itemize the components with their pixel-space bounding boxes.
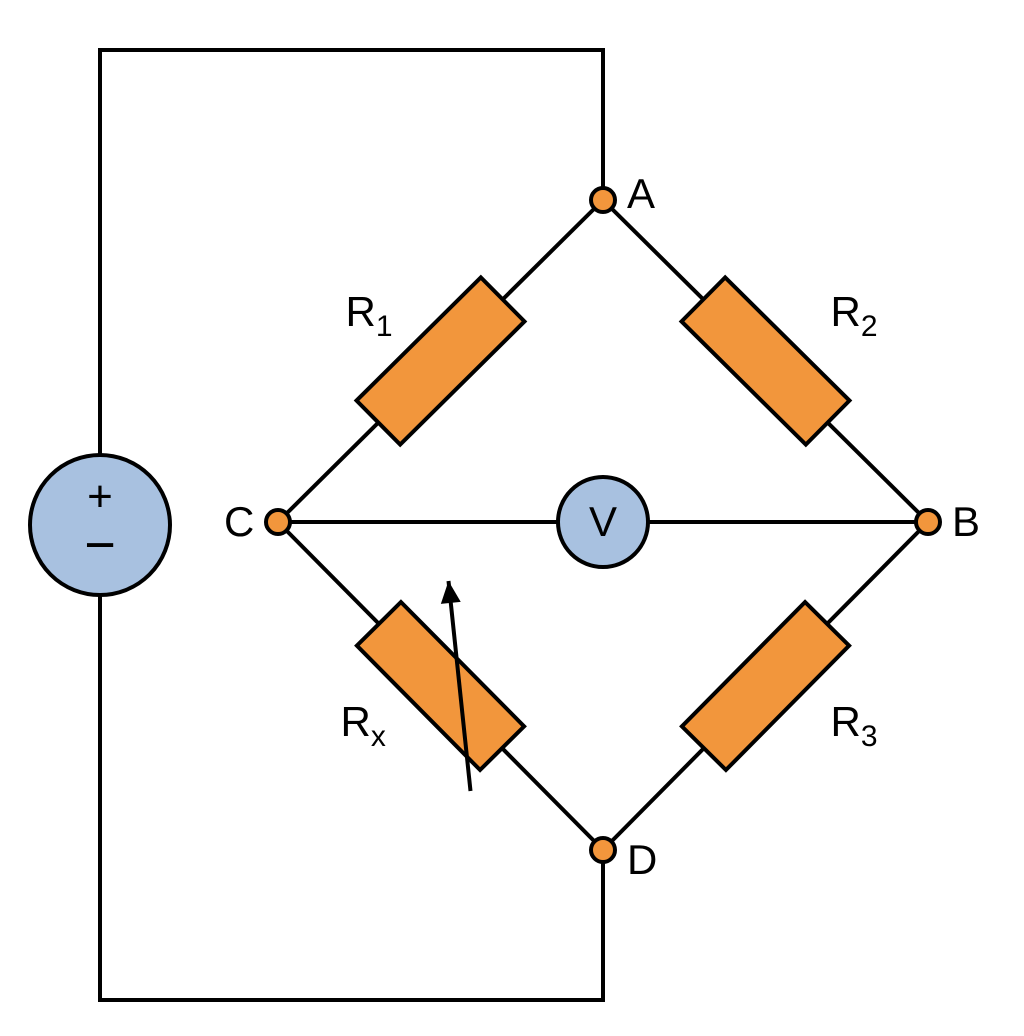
label-rx-main: R: [341, 698, 371, 745]
resistor-r1: [357, 277, 525, 444]
resistor-r3: [682, 602, 849, 770]
label-r2-main: R: [831, 288, 861, 335]
source-plus: +: [87, 472, 113, 521]
node-b: [916, 510, 940, 534]
label-r1: R1: [346, 288, 393, 343]
label-r1-sub: 1: [376, 310, 393, 343]
label-d: D: [627, 836, 657, 883]
label-r3: R3: [831, 698, 878, 753]
source-minus: −: [84, 515, 116, 575]
node-c: [266, 510, 290, 534]
wire-source-to-d: [100, 595, 603, 1000]
resistor-body-r1: [357, 277, 525, 444]
label-c: C: [224, 498, 254, 545]
label-rx-sub: x: [371, 720, 386, 753]
label-rx: Rx: [341, 698, 386, 753]
label-r2-sub: 2: [861, 310, 878, 343]
label-r3-main: R: [831, 698, 861, 745]
label-r1-main: R: [346, 288, 376, 335]
wire-source-to-a: [100, 50, 603, 455]
node-a: [591, 188, 615, 212]
label-r3-sub: 3: [861, 720, 878, 753]
label-b: B: [952, 498, 980, 545]
label-a: A: [627, 170, 655, 217]
resistor-body-r2: [682, 277, 850, 444]
node-d: [591, 838, 615, 862]
resistor-body-r3: [682, 602, 849, 770]
voltmeter-label: V: [589, 498, 617, 545]
resistor-r2: [682, 277, 850, 444]
label-r2: R2: [831, 288, 878, 343]
